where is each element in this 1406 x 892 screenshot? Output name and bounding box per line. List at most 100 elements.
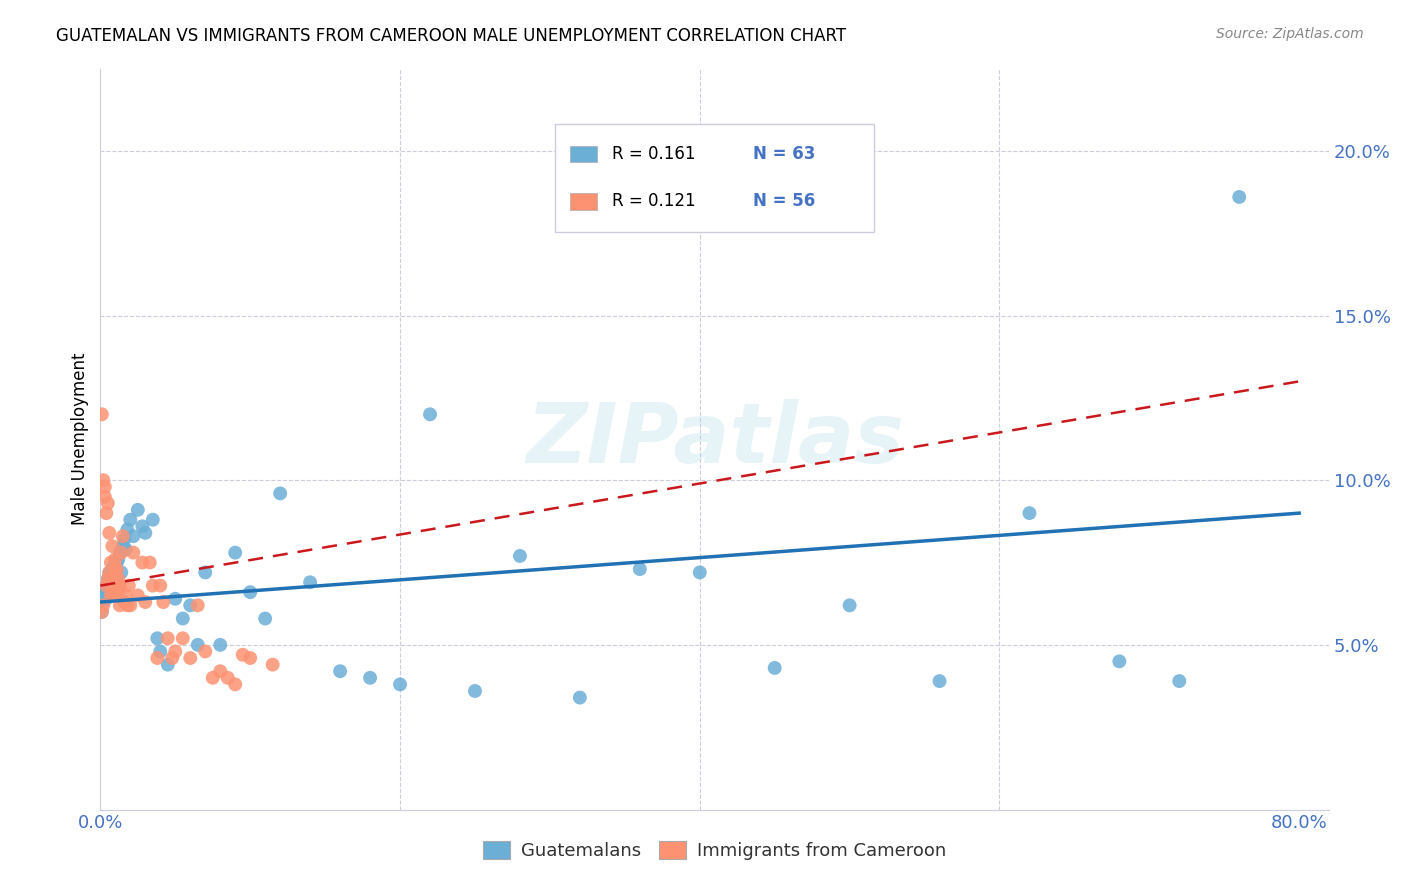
Point (628, 562, 651, 576)
Point (100, 556, 122, 570)
Point (104, 572, 127, 586)
Point (104, 552, 127, 566)
Point (172, 611, 194, 625)
Point (131, 519, 153, 533)
Point (103, 558, 125, 573)
Point (96, 591, 118, 606)
FancyBboxPatch shape (569, 194, 596, 210)
Text: ZIPatlas: ZIPatlas (526, 399, 904, 480)
Point (100, 568, 122, 582)
Text: N = 56: N = 56 (754, 193, 815, 211)
Point (131, 556, 153, 570)
Text: GUATEMALAN VS IMMIGRANTS FROM CAMEROON MALE UNEMPLOYMENT CORRELATION CHART: GUATEMALAN VS IMMIGRANTS FROM CAMEROON M… (56, 27, 846, 45)
Point (110, 566, 132, 580)
Point (104, 566, 127, 580)
Point (139, 556, 162, 570)
Point (165, 591, 187, 606)
Point (142, 513, 165, 527)
Point (187, 599, 209, 613)
Point (108, 599, 131, 613)
Point (107, 552, 129, 566)
Point (1108, 654, 1130, 668)
Point (98, 578, 121, 592)
Point (101, 562, 124, 576)
Point (117, 523, 139, 537)
Text: Source: ZipAtlas.com: Source: ZipAtlas.com (1216, 27, 1364, 41)
Point (93, 599, 115, 613)
Point (224, 677, 246, 691)
Y-axis label: Male Unemployment: Male Unemployment (72, 352, 89, 525)
Point (179, 651, 201, 665)
Point (928, 674, 950, 689)
Point (146, 632, 169, 646)
Text: R = 0.121: R = 0.121 (612, 193, 695, 211)
Point (101, 578, 124, 592)
Point (94, 589, 117, 603)
Point (127, 589, 149, 603)
Point (111, 529, 134, 543)
Point (98, 525, 121, 540)
Point (96, 578, 118, 592)
Point (359, 671, 381, 685)
Point (101, 575, 124, 590)
Point (105, 578, 128, 592)
Point (120, 599, 142, 613)
Point (107, 585, 129, 599)
Text: R = 0.161: R = 0.161 (612, 145, 695, 163)
Point (232, 648, 254, 662)
Point (90, 407, 112, 421)
Point (149, 644, 172, 658)
Point (134, 595, 156, 609)
Point (568, 690, 591, 705)
Point (162, 651, 184, 665)
Point (98, 566, 121, 580)
Point (105, 562, 128, 576)
Point (110, 546, 132, 560)
Point (108, 578, 131, 592)
Point (201, 671, 224, 685)
Point (93, 595, 115, 609)
FancyBboxPatch shape (555, 124, 875, 232)
Point (122, 529, 145, 543)
Point (120, 513, 142, 527)
Point (239, 651, 262, 665)
Point (464, 684, 486, 698)
Point (103, 582, 125, 596)
Point (105, 556, 128, 570)
Point (107, 572, 129, 586)
Point (224, 546, 246, 560)
Point (94, 480, 117, 494)
Point (118, 578, 141, 592)
Point (254, 611, 277, 625)
Point (838, 599, 860, 613)
Point (763, 661, 786, 675)
Point (96, 506, 118, 520)
Point (194, 566, 217, 580)
Point (94, 582, 117, 596)
Point (117, 599, 139, 613)
Point (98, 566, 121, 580)
Point (329, 664, 352, 678)
Point (122, 546, 145, 560)
Text: N = 63: N = 63 (754, 145, 815, 163)
Point (97, 572, 120, 586)
Point (165, 644, 187, 658)
Point (239, 585, 262, 599)
Point (96, 578, 118, 592)
Point (97, 496, 120, 510)
Point (194, 644, 217, 658)
Point (111, 539, 134, 553)
FancyBboxPatch shape (569, 146, 596, 162)
Point (217, 671, 239, 685)
Point (419, 407, 441, 421)
Point (112, 533, 135, 547)
Point (172, 632, 194, 646)
Point (134, 525, 156, 540)
Point (103, 572, 125, 586)
Point (100, 589, 122, 603)
Point (509, 549, 531, 563)
Point (209, 638, 232, 652)
Point (262, 657, 284, 672)
Point (114, 589, 136, 603)
Point (90, 605, 112, 619)
